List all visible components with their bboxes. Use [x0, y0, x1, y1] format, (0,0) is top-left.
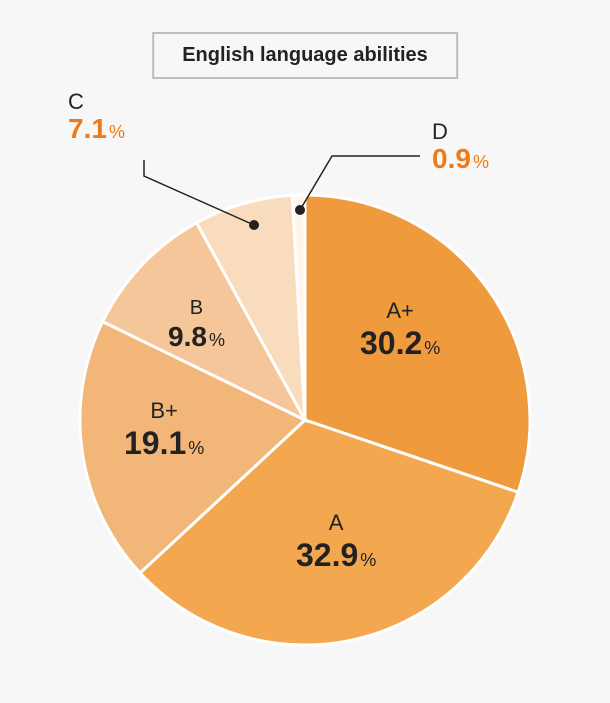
slice-label-b: B 9.8% [168, 296, 225, 354]
callout-d-label: D [432, 120, 489, 144]
slice-label-aplus: A+ 30.2% [360, 298, 440, 363]
slice-bplus-pct: % [188, 438, 204, 458]
slice-a-pct: % [360, 550, 376, 570]
callout-c-pct: % [109, 122, 125, 142]
leader-dot [249, 220, 259, 230]
callout-d-pct: % [473, 152, 489, 172]
slice-b-pct: % [209, 330, 225, 350]
slice-label-bplus: B+ 19.1% [124, 398, 204, 463]
slice-a-label: A [296, 510, 376, 536]
slice-b-label: B [168, 296, 225, 320]
slice-b-value: 9.8 [168, 321, 207, 352]
slice-a-value: 32.9 [296, 537, 358, 573]
slice-label-a: A 32.9% [296, 510, 376, 575]
slice-bplus-label: B+ [124, 398, 204, 424]
callout-c-label: C [68, 90, 125, 114]
slice-aplus-pct: % [424, 338, 440, 358]
chart-container: English language abilities C 7.1% D 0.9%… [0, 0, 610, 703]
slice-aplus-label: A+ [360, 298, 440, 324]
callout-c-value: 7.1 [68, 113, 107, 144]
leader-dot [295, 205, 305, 215]
callout-c: C 7.1% [68, 90, 125, 145]
slice-aplus-value: 30.2 [360, 325, 422, 361]
callout-d-value: 0.9 [432, 143, 471, 174]
slice-bplus-value: 19.1 [124, 425, 186, 461]
callout-d: D 0.9% [432, 120, 489, 175]
